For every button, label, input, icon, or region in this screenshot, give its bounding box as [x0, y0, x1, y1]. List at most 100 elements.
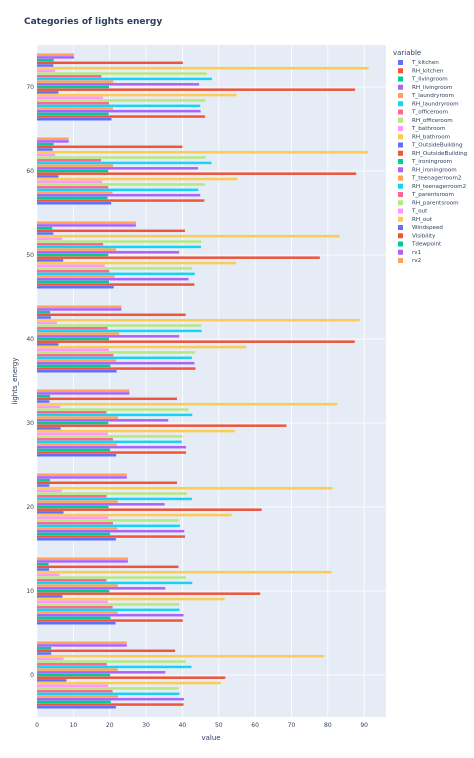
bar: [37, 481, 177, 485]
y-tick-label: 70: [26, 84, 34, 91]
legend-item-label: Visibility: [412, 233, 436, 239]
bar: [37, 689, 113, 693]
bar: [37, 335, 180, 338]
bar: [37, 161, 212, 165]
legend-item-label: Windspeed: [412, 225, 443, 231]
bar: [37, 619, 183, 622]
legend-item-label: RH_teenagerroom2: [412, 184, 466, 190]
bar: [37, 308, 122, 311]
bar: [37, 516, 109, 519]
legend-swatch: [398, 101, 403, 107]
bar: [37, 229, 185, 233]
y-tick-label: 40: [26, 336, 34, 343]
bar: [37, 364, 111, 368]
legend-swatch: [398, 241, 403, 247]
legend-item-label: RH_officeroom: [412, 118, 453, 124]
bar: [37, 148, 53, 151]
legend-swatch: [398, 159, 403, 164]
legend-swatch: [398, 175, 403, 181]
legend-swatch: [398, 126, 403, 131]
bar: [37, 473, 127, 476]
legend-item-label: T_laundryroom: [411, 93, 454, 99]
bar: [37, 277, 189, 281]
legend-item-label: RH_parentsroom: [412, 200, 459, 206]
bar: [37, 343, 59, 346]
bar: [37, 253, 109, 257]
x-tick-label: 80: [324, 722, 332, 729]
bar: [37, 75, 102, 78]
bar: [37, 429, 235, 433]
bar: [37, 684, 109, 687]
bar: [37, 497, 192, 501]
bar: [37, 259, 64, 262]
bar: [37, 476, 127, 479]
bar: [37, 167, 199, 170]
legend-swatch: [398, 200, 403, 206]
bar: [37, 199, 205, 202]
bar: [37, 557, 128, 560]
bar: [37, 562, 49, 566]
bar: [37, 196, 108, 200]
legend-item-label: T_officeroom: [411, 110, 448, 116]
bar: [37, 96, 104, 99]
bar: [37, 400, 50, 403]
bar: [37, 652, 52, 655]
bar: [37, 264, 105, 267]
bar: [37, 351, 196, 354]
bar: [37, 64, 54, 67]
bar: [37, 611, 118, 614]
bar: [37, 605, 113, 609]
bar: [37, 267, 193, 270]
y-tick-label: 50: [26, 252, 34, 259]
bar: [37, 348, 109, 351]
legend-swatch: [398, 233, 403, 239]
bar: [37, 389, 130, 392]
bar: [37, 99, 206, 102]
bar: [37, 595, 63, 598]
bar: [37, 581, 193, 585]
bar: [37, 603, 180, 606]
bar: [37, 104, 201, 108]
bar: [37, 392, 130, 395]
legend-swatch: [398, 225, 403, 230]
legend-swatch: [398, 109, 403, 115]
bar: [37, 251, 180, 254]
bar: [37, 183, 205, 186]
bar: [37, 432, 108, 435]
bar: [37, 538, 116, 541]
bar: [37, 495, 107, 498]
bar: [37, 324, 202, 327]
bar: [37, 177, 238, 181]
legend-item-label: T_out: [411, 209, 428, 215]
bar: [37, 427, 61, 430]
bar: [37, 622, 116, 625]
bar: [37, 411, 107, 414]
bar: [37, 318, 360, 322]
bar: [37, 589, 110, 593]
bar: [37, 353, 114, 357]
bar: [37, 66, 369, 70]
legend-item-label: rv1: [412, 250, 422, 256]
y-axis-label: lights_energy: [11, 357, 19, 404]
bar: [37, 112, 109, 116]
bar: [37, 513, 232, 517]
bar: [37, 579, 107, 582]
bar: [37, 695, 119, 698]
bar: [37, 175, 59, 178]
bar: [37, 91, 59, 94]
bar: [37, 454, 117, 457]
bar: [37, 644, 127, 647]
legend-item-label: RH_kitchen: [412, 68, 444, 74]
bar: [37, 697, 184, 701]
legend-swatch: [398, 142, 403, 148]
bar: [37, 478, 51, 482]
legend-item-label: T_kitchen: [411, 60, 439, 66]
legend-swatch: [398, 60, 403, 65]
bar: [37, 370, 117, 373]
bar: [37, 492, 187, 495]
legend-swatch: [398, 117, 403, 123]
bar: [37, 142, 54, 146]
bar: [37, 529, 185, 533]
bar: [37, 180, 103, 183]
bar: [37, 681, 221, 685]
